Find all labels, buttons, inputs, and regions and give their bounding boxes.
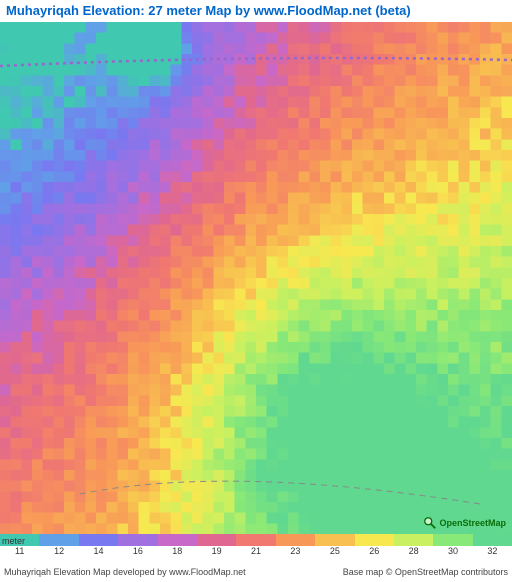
legend-segment	[197, 534, 236, 546]
legend-labels: 11121416181921232526283032	[0, 546, 512, 560]
attribution-left: Muhayriqah Elevation Map developed by ww…	[4, 567, 246, 577]
osm-badge[interactable]: OpenStreetMap	[423, 516, 506, 530]
legend-segment	[394, 534, 433, 546]
legend-value: 19	[197, 546, 236, 560]
legend-value: 12	[39, 546, 78, 560]
elevation-legend: 11121416181921232526283032	[0, 534, 512, 560]
attribution-bar: Muhayriqah Elevation Map developed by ww…	[0, 564, 512, 580]
legend-value: 28	[394, 546, 433, 560]
legend-value: 16	[118, 546, 157, 560]
legend-segment	[315, 534, 354, 546]
legend-value: 26	[355, 546, 394, 560]
legend-segment	[355, 534, 394, 546]
legend-segment	[158, 534, 197, 546]
legend-value: 21	[236, 546, 275, 560]
legend-value: 23	[276, 546, 315, 560]
legend-value: 25	[315, 546, 354, 560]
legend-segment	[79, 534, 118, 546]
legend-value: 32	[473, 546, 512, 560]
legend-value: 11	[0, 546, 39, 560]
legend-segment	[39, 534, 78, 546]
heatmap-canvas	[0, 22, 512, 534]
legend-segment	[473, 534, 512, 546]
legend-segment	[236, 534, 275, 546]
legend-segment	[118, 534, 157, 546]
elevation-map: OpenStreetMap	[0, 22, 512, 534]
legend-segment	[276, 534, 315, 546]
legend-value: 14	[79, 546, 118, 560]
magnifier-icon	[423, 516, 437, 530]
osm-label: OpenStreetMap	[439, 518, 506, 528]
legend-value: 18	[158, 546, 197, 560]
legend-color-bar	[0, 534, 512, 546]
legend-segment	[433, 534, 472, 546]
legend-value: 30	[433, 546, 472, 560]
attribution-right: Base map © OpenStreetMap contributors	[343, 567, 508, 577]
map-title: Muhayriqah Elevation: 27 meter Map by ww…	[0, 0, 512, 22]
legend-unit: meter	[2, 536, 25, 546]
